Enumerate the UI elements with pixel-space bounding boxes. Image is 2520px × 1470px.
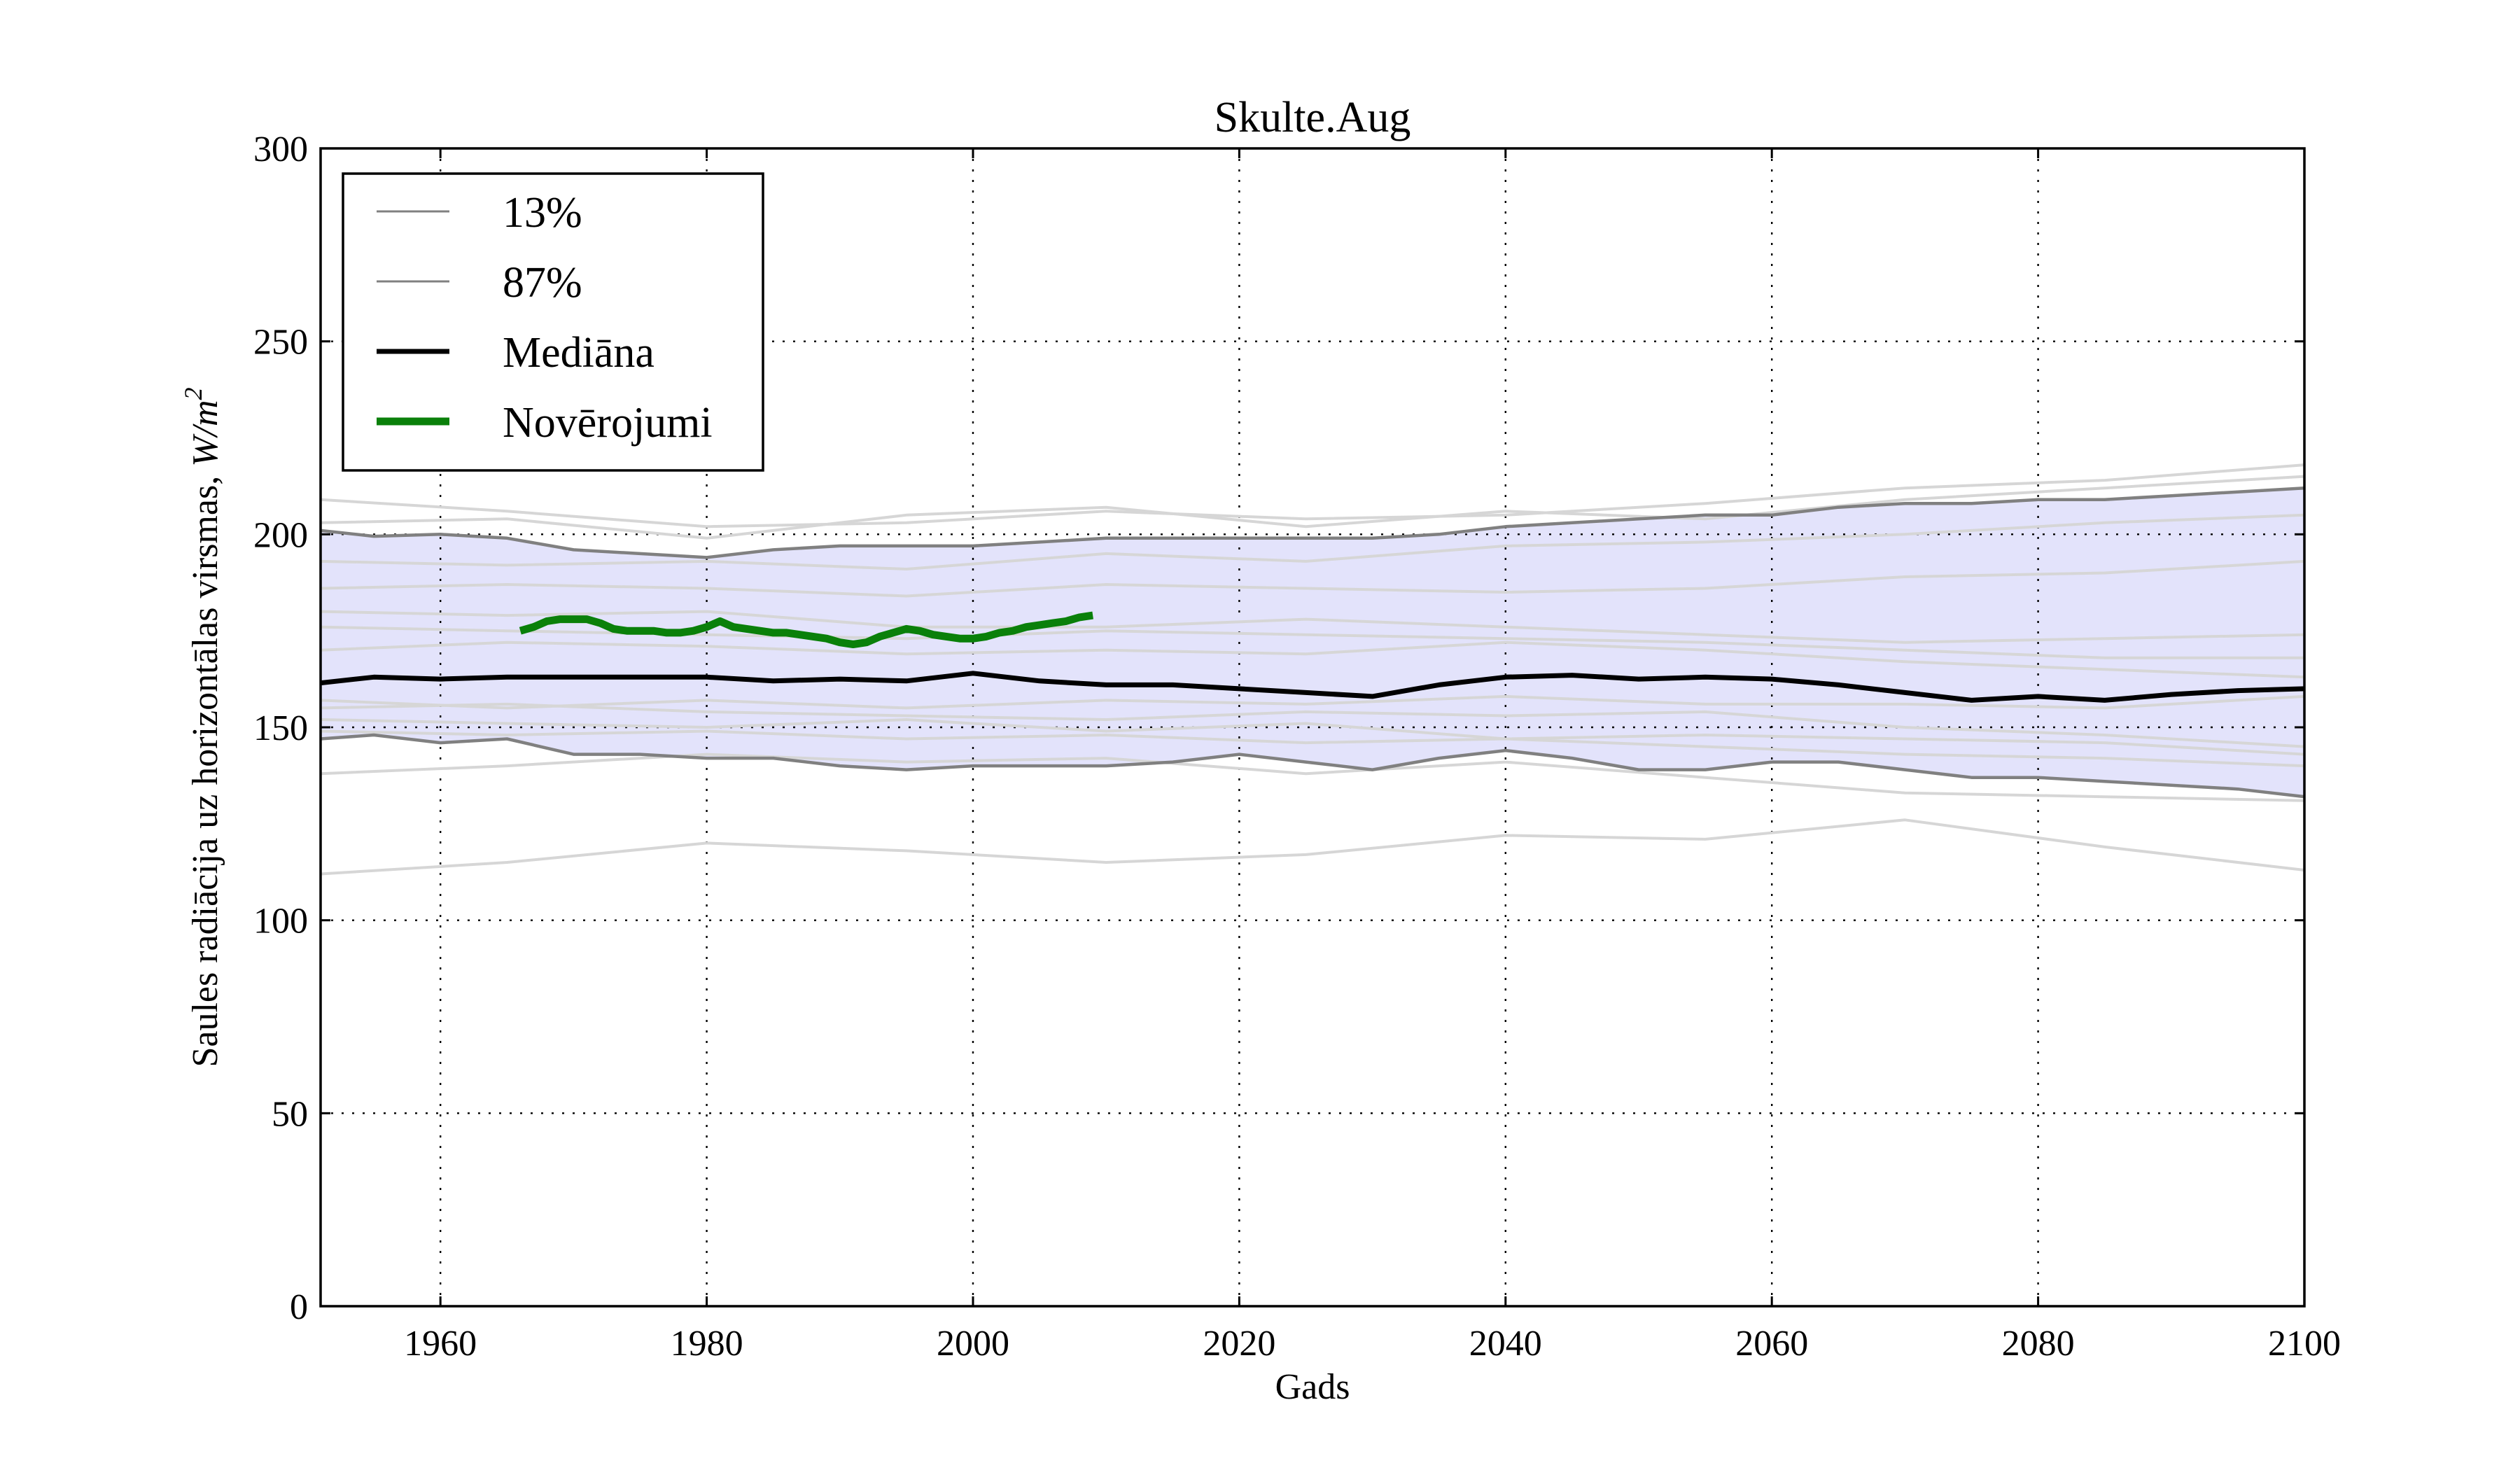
legend-label: 87% bbox=[503, 259, 582, 307]
y-tick-label: 150 bbox=[253, 708, 308, 748]
ensemble-line-2 bbox=[321, 475, 2304, 540]
ensemble-line-10 bbox=[321, 718, 2304, 756]
series-87-percent bbox=[321, 486, 2304, 559]
ensemble-line-1 bbox=[321, 463, 2304, 528]
series-median bbox=[321, 671, 2304, 703]
y-axis-label-unit: W/m bbox=[186, 400, 225, 466]
x-tick-label: 2040 bbox=[1469, 1324, 1542, 1364]
series-13-percent bbox=[321, 733, 2304, 799]
y-axis-label-text: Saules radiācija uz horizontālas virsmas… bbox=[186, 467, 225, 1068]
x-tick-label: 2000 bbox=[937, 1324, 1009, 1364]
legend-item: 87% bbox=[377, 259, 582, 307]
legend-label: Novērojumi bbox=[503, 399, 713, 447]
ensemble-line-7 bbox=[321, 640, 2304, 679]
chart-title: Skulte.Aug bbox=[1214, 94, 1411, 141]
y-tick-label: 300 bbox=[253, 130, 308, 169]
legend-item: 13% bbox=[377, 189, 582, 237]
x-tick-label: 2100 bbox=[2268, 1324, 2341, 1364]
x-tick-label: 1980 bbox=[671, 1324, 743, 1364]
ensemble-line-9 bbox=[321, 702, 2304, 748]
series-lines bbox=[321, 486, 2304, 799]
y-axis-label-exponent: 2 bbox=[179, 387, 207, 400]
legend-label: Mediāna bbox=[503, 329, 654, 377]
x-tick-label: 2080 bbox=[2002, 1324, 2075, 1364]
x-tick-label: 2060 bbox=[1735, 1324, 1808, 1364]
x-tick-label: 1960 bbox=[404, 1324, 477, 1364]
ensemble-line-13 bbox=[321, 818, 2304, 876]
ensemble-line-8 bbox=[321, 694, 2304, 710]
axis-ticks: 1960 1980 2000 2020 2040 2060 2080 2100 0 50 100 15… bbox=[253, 130, 2341, 1364]
legend: 13% 87% Mediāna Novērojumi bbox=[342, 172, 764, 472]
ensemble-line-4 bbox=[321, 559, 2304, 598]
y-axis-label: Saules radiācija uz horizontālas virsmas… bbox=[179, 387, 225, 1067]
x-tick-label: 2020 bbox=[1203, 1324, 1275, 1364]
y-tick-label: 100 bbox=[253, 902, 308, 941]
y-tick-label: 200 bbox=[253, 515, 308, 555]
legend-item: Novērojumi bbox=[377, 399, 713, 447]
x-axis-label: Gads bbox=[1275, 1367, 1350, 1407]
legend-item: Mediāna bbox=[377, 329, 654, 377]
ensemble-line-3 bbox=[321, 513, 2304, 570]
y-tick-label: 50 bbox=[272, 1094, 308, 1134]
ensemble-line-12 bbox=[321, 752, 2304, 802]
series-observations bbox=[519, 611, 1093, 648]
y-tick-label: 250 bbox=[253, 323, 308, 363]
ensemble-line-11 bbox=[321, 729, 2304, 768]
y-tick-label: 0 bbox=[290, 1287, 308, 1327]
ensemble-line-5 bbox=[321, 610, 2304, 644]
legend-label: 13% bbox=[503, 189, 582, 237]
